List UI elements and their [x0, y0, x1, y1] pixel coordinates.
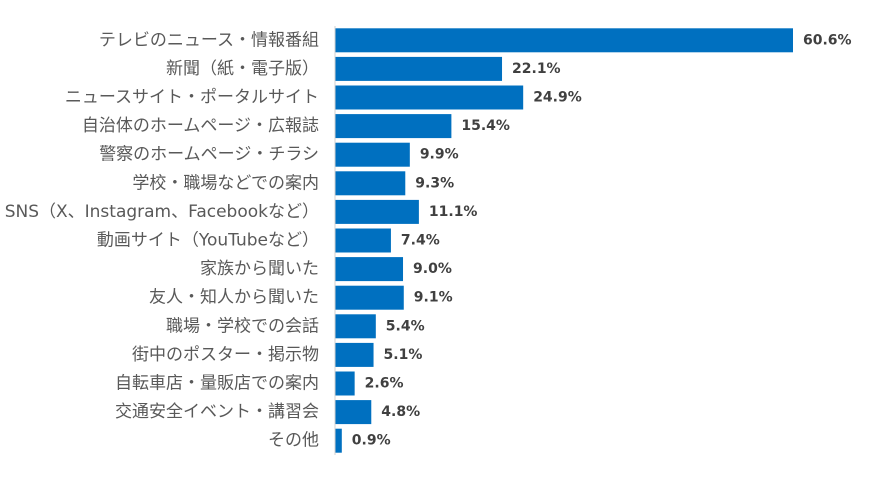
- bar: [335, 199, 419, 224]
- bar: [335, 428, 342, 453]
- bar: [335, 342, 374, 367]
- category-label: 街中のポスター・掲示物: [132, 345, 319, 365]
- category-label: ニュースサイト・ポータルサイト: [65, 88, 319, 108]
- category-label: 職場・学校での会話: [166, 316, 319, 336]
- data-label: 5.4%: [386, 318, 425, 334]
- category-label: 友人・知人から聞いた: [149, 288, 319, 308]
- category-label: 自転車店・量販店での案内: [115, 374, 319, 394]
- bar: [335, 314, 376, 339]
- data-label: 2.6%: [365, 376, 404, 392]
- data-label: 9.9%: [420, 147, 459, 163]
- bar: [335, 114, 452, 139]
- category-label: 学校・職場などでの案内: [132, 173, 319, 193]
- category-label: 家族から聞いた: [200, 259, 319, 279]
- bar: [335, 285, 404, 310]
- data-label: 60.6%: [803, 32, 852, 48]
- category-label: 動画サイト（YouTubeなど）: [97, 231, 319, 251]
- category-label: テレビのニュース・情報番組: [99, 30, 319, 50]
- bars: [335, 28, 793, 453]
- data-label: 5.1%: [384, 347, 423, 363]
- bar: [335, 28, 793, 53]
- data-label: 4.8%: [381, 404, 420, 420]
- category-label: 交通安全イベント・講習会: [115, 402, 319, 422]
- category-label: SNS（X、Instagram、Facebookなど）: [5, 202, 319, 222]
- bar: [335, 400, 372, 425]
- bar: [335, 85, 524, 110]
- data-label: 9.1%: [414, 290, 453, 306]
- data-label: 15.4%: [461, 118, 510, 134]
- value-labels: 60.6% 22.1% 24.9% 15.4%9.9% 9.3% 11.1% 7.4% 9.0…: [352, 32, 852, 448]
- bar: [335, 228, 391, 253]
- data-label: 22.1%: [512, 61, 561, 77]
- data-label: 9.0%: [413, 261, 452, 277]
- bar: [335, 171, 406, 196]
- bar: [335, 56, 503, 81]
- category-label: 新聞（紙・電子版）: [166, 59, 319, 79]
- bar: [335, 142, 410, 167]
- data-label: 0.9%: [352, 433, 391, 449]
- bar: [335, 257, 404, 282]
- category-label: 自治体のホームページ・広報誌: [82, 116, 319, 136]
- data-label: 7.4%: [401, 233, 440, 249]
- bar: [335, 371, 355, 396]
- data-label: 11.1%: [429, 204, 478, 220]
- data-label: 24.9%: [533, 90, 582, 106]
- category-label: その他: [268, 431, 319, 451]
- data-label: 9.3%: [415, 175, 454, 191]
- category-label: 警察のホームページ・チラシ: [99, 145, 319, 165]
